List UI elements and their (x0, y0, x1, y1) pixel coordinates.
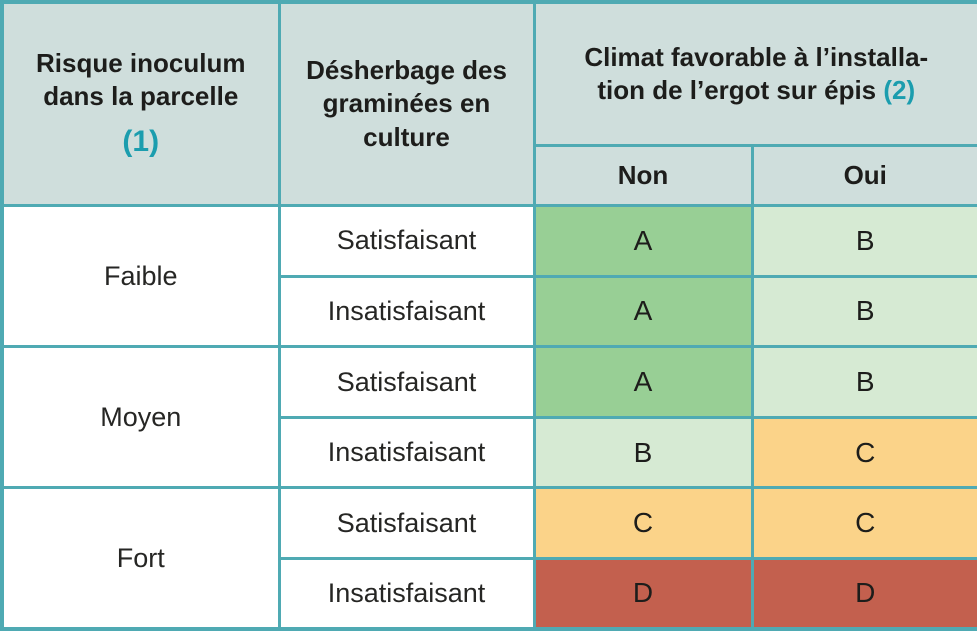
header-row-2: Non Oui (2, 143, 977, 208)
header-weeding-line2: graminées en (322, 88, 491, 119)
header-weeding-line3: culture (363, 121, 450, 152)
grade-cell-non: A (532, 204, 754, 278)
header-climate-oui: Oui (750, 143, 977, 208)
grade-cell-non: A (532, 345, 754, 419)
header-climate: Climat favorable à l’installa- tion de l… (532, 0, 977, 147)
grade-cell-oui: C (750, 486, 977, 560)
table-row-fort-satisfaisant: Fort Satisfaisant C C (0, 486, 977, 631)
header-risk-line1: Risque inoculum (36, 47, 246, 78)
weeding-cell: Satisfaisant (277, 345, 536, 419)
weeding-cell: Satisfaisant (277, 486, 536, 560)
weeding-cell: Insatisfaisant (277, 556, 536, 631)
header-weeding-line1: Désherbage des (306, 55, 507, 86)
table-row-moyen-satisfaisant: Moyen Satisfaisant A B (0, 345, 977, 490)
header-risk-line2: dans la parcelle (43, 80, 239, 111)
table-row-faible-satisfaisant: Faible Satisfaisant A B (0, 204, 977, 349)
header-row-1: Risque inoculum dans la parcelle (1) Dés… (0, 0, 977, 208)
table-row-moyen-insatisfaisant: Insatisfaisant B C (2, 415, 977, 490)
weeding-cell: Satisfaisant (277, 204, 536, 278)
header-risk-inoculum: Risque inoculum dans la parcelle (1) (0, 0, 281, 208)
grade-cell-oui: B (750, 345, 977, 419)
risk-cell-moyen: Moyen (0, 345, 281, 490)
risk-cell-fort: Fort (0, 486, 281, 631)
header-climate-line2: tion de l’ergot sur épis (597, 74, 877, 105)
table-row-fort-insatisfaisant: Insatisfaisant D D (2, 556, 977, 631)
header-climate-non: Non (532, 143, 754, 208)
weeding-cell: Insatisfaisant (277, 415, 536, 490)
grade-cell-oui: C (750, 415, 977, 490)
header-climate-line1: Climat favorable à l’installa- (584, 41, 929, 72)
grade-cell-oui: B (750, 274, 977, 349)
table-row-faible-insatisfaisant: Insatisfaisant A B (2, 274, 977, 349)
grade-cell-non: D (532, 556, 754, 631)
risk-cell-faible: Faible (0, 204, 281, 349)
grade-cell-oui: D (750, 556, 977, 631)
weeding-cell: Insatisfaisant (277, 274, 536, 349)
footnote-1-marker: (1) (122, 125, 160, 159)
grade-cell-non: C (532, 486, 754, 560)
footnote-2-marker: (2) (883, 74, 916, 105)
grade-cell-non: B (532, 415, 754, 490)
grade-cell-non: A (532, 274, 754, 349)
grade-cell-oui: B (750, 204, 977, 278)
header-weeding: Désherbage des graminées en culture (277, 0, 536, 208)
